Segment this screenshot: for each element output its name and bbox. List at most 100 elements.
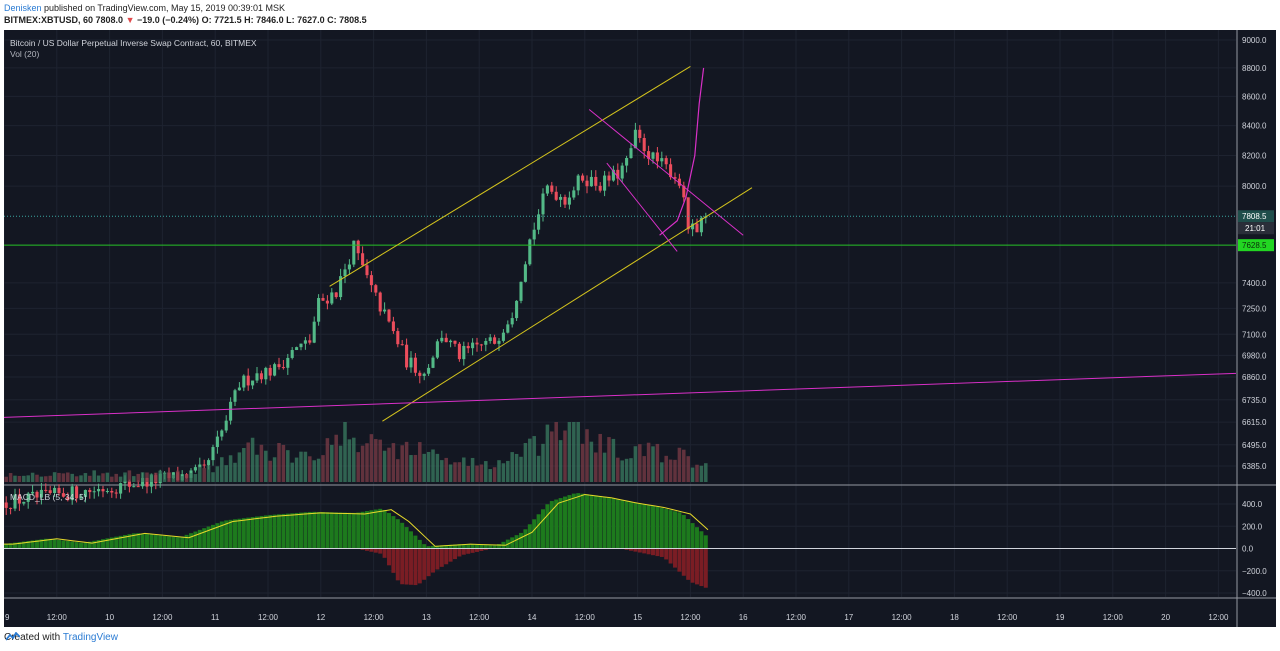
macd-bar	[255, 516, 259, 549]
candle	[620, 162, 624, 183]
candle	[352, 240, 356, 268]
chart-panel[interactable]: 9000.0 8800.0 8600.0 8400.0 8200.0 8000.0 7400…	[4, 30, 1276, 627]
candle	[193, 464, 197, 473]
candle	[400, 339, 404, 346]
candle	[479, 343, 483, 352]
volume-bar	[607, 437, 611, 482]
candle-body	[673, 177, 677, 179]
volume-bar	[475, 465, 479, 482]
macd-bar	[571, 493, 576, 549]
candle-body	[220, 430, 224, 437]
author-link[interactable]: Denisken	[4, 3, 42, 13]
candle-body	[664, 158, 668, 165]
time-tick-label: 19	[1056, 613, 1065, 622]
macd-bar	[369, 548, 374, 552]
macd-bar	[347, 512, 352, 549]
macd-bar	[404, 527, 409, 549]
candle-body	[286, 357, 290, 368]
volume-bar	[660, 462, 664, 482]
candle	[70, 483, 74, 505]
candle-body	[449, 340, 453, 343]
macd-bar	[409, 548, 413, 585]
macd-bar	[219, 521, 224, 549]
macd-bar	[673, 548, 677, 568]
macd-bar	[426, 546, 431, 549]
volume-bar	[44, 476, 48, 482]
candle-body	[295, 347, 299, 351]
time-axis: 9 12:00 10 12:00 11 12:00 12 12:00 13 12:00 14 12:0…	[5, 613, 1229, 622]
volume-bar	[396, 459, 400, 482]
candle-body	[83, 490, 87, 497]
volume-bar	[30, 472, 35, 482]
candle-body	[35, 491, 39, 498]
projection-curve	[659, 67, 705, 236]
candle	[114, 489, 118, 499]
candle-body	[246, 375, 250, 386]
volume-bar	[448, 464, 453, 482]
volume-bar	[536, 455, 541, 482]
macd-bar	[435, 548, 440, 570]
candle	[475, 337, 479, 352]
volume-bar	[105, 472, 110, 482]
volume-bar	[259, 444, 264, 482]
macd-bar	[395, 519, 400, 549]
macd-bar	[576, 493, 581, 549]
candle-body	[119, 483, 123, 494]
candle-body	[677, 178, 681, 186]
quote-line: BITMEX:XBTUSD, 60 7808.0 ▼ −19.0 (−0.24%…	[4, 15, 367, 25]
candle-body	[422, 373, 426, 376]
macd-bar	[338, 512, 343, 549]
candle-body	[317, 298, 321, 322]
candle	[26, 491, 30, 509]
volume-bar	[453, 462, 457, 482]
candle	[334, 292, 338, 299]
macd-bar	[417, 548, 422, 584]
volume-bar	[61, 473, 66, 482]
macd-bar	[356, 512, 361, 549]
macd-bar	[294, 512, 299, 549]
candle-body	[484, 340, 488, 345]
macd-bar	[391, 548, 396, 573]
price-change: −19.0 (−0.24%)	[137, 15, 200, 25]
volume-bar	[180, 476, 184, 482]
volume-bar	[620, 460, 624, 482]
grid	[4, 30, 1236, 597]
volume-bar	[176, 470, 180, 482]
macd-bar	[695, 527, 699, 549]
candle	[13, 488, 17, 512]
candle-body	[114, 492, 118, 494]
time-tick-label: 12:00	[1103, 613, 1124, 622]
price-tick-label: 7400.0	[1242, 279, 1267, 288]
volume-bar	[585, 429, 589, 482]
volume-bar	[382, 450, 387, 482]
tradingview-link[interactable]: TradingView	[62, 632, 118, 643]
macd-bar	[70, 541, 75, 549]
volume-bar	[83, 473, 88, 482]
candle	[61, 487, 65, 498]
macd-bar	[184, 534, 189, 549]
volume-bar	[321, 455, 325, 482]
price-axis: 9000.0 8800.0 8600.0 8400.0 8200.0 8000.0 7400…	[1238, 36, 1274, 598]
candle	[132, 483, 136, 488]
macd-bar	[387, 548, 391, 566]
volume-bar	[202, 468, 206, 482]
publish-text: published on TradingView.com, May 15, 20…	[41, 3, 286, 13]
macd-bar	[123, 535, 127, 549]
chart-canvas[interactable]: 9000.0 8800.0 8600.0 8400.0 8200.0 8000.0 7400…	[4, 30, 1276, 627]
channel-lower-line	[382, 187, 753, 422]
last-price: 7808.0	[95, 15, 124, 25]
macd-bar	[659, 507, 664, 549]
price-tick-label: 7250.0	[1242, 304, 1267, 313]
volume-bar	[26, 475, 30, 482]
candle	[290, 347, 294, 360]
candle	[75, 485, 79, 503]
macd-bar	[382, 509, 387, 549]
macd-bar	[387, 513, 391, 549]
time-tick-label: 18	[950, 613, 959, 622]
countdown-label: 21:01	[1245, 224, 1266, 233]
macd-bar	[549, 501, 554, 549]
candle	[4, 496, 8, 515]
candle-body	[361, 253, 365, 266]
candle-body	[567, 197, 571, 205]
volume-bar	[558, 440, 563, 482]
